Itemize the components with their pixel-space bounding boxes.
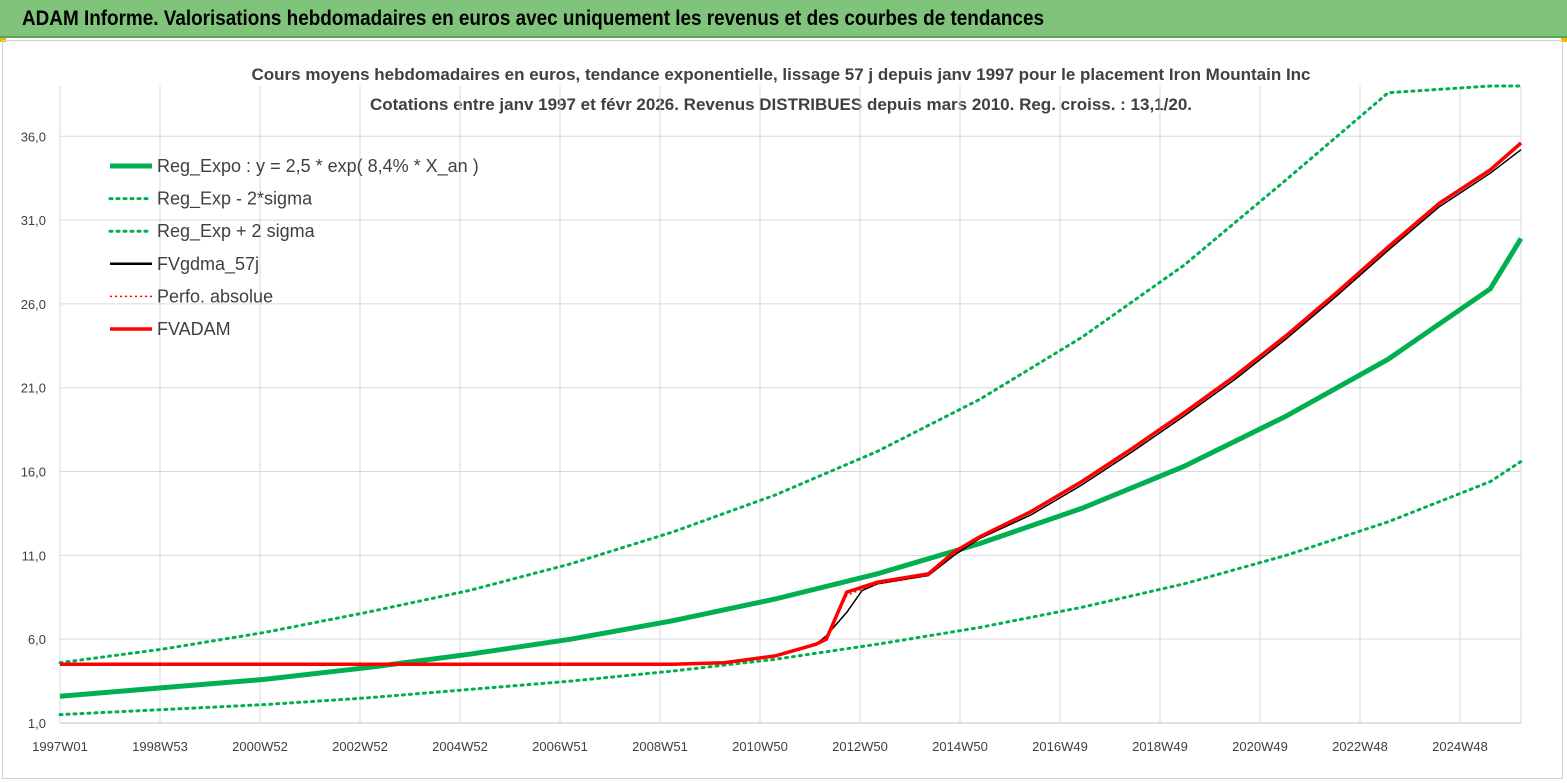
y-axis: 1,0 6,0 11,0 16,0 21,0 26,0 31,0 36,0 <box>21 129 46 731</box>
x-tick-label: 2012W50 <box>832 739 888 754</box>
y-tick-label: 16,0 <box>21 465 46 480</box>
chart-frame <box>2 40 1563 779</box>
chart-subtitle: Cotations entre janv 1997 et févr 2026. … <box>370 95 1192 114</box>
legend-label: Reg_Exp - 2*sigma <box>157 189 313 210</box>
grid <box>59 86 1522 724</box>
x-tick-label: 2006W51 <box>532 739 588 754</box>
series-line-0 <box>59 237 1524 699</box>
y-tick-label: 36,0 <box>21 129 46 144</box>
x-tick-label: 2016W49 <box>1032 739 1088 754</box>
y-tick-label: 26,0 <box>21 297 46 312</box>
x-tick-label: 2008W51 <box>632 739 688 754</box>
series-line-5 <box>60 141 1523 667</box>
x-tick-label: 2002W52 <box>332 739 388 754</box>
y-tick-label: 1,0 <box>28 716 46 731</box>
y-tick-label: 6,0 <box>28 632 46 647</box>
legend: Reg_Expo : y = 2,5 * exp( 8,4% * X_an ) R… <box>108 156 479 339</box>
x-axis: 1997W01 1998W53 2000W52 2002W52 2004W52 2006W… <box>32 722 1521 754</box>
series-line-1 <box>58 460 1523 717</box>
series-group <box>58 84 1524 717</box>
x-tick-label: 1997W01 <box>32 739 88 754</box>
x-tick-label: 2010W50 <box>732 739 788 754</box>
y-tick-label: 31,0 <box>21 213 46 228</box>
x-tick-label: 2014W50 <box>932 739 988 754</box>
y-tick-label: 11,0 <box>22 548 46 563</box>
legend-label: Reg_Expo : y = 2,5 * exp( 8,4% * X_an ) <box>157 156 479 177</box>
chart-title: Cours moyens hebdomadaires en euros, ten… <box>251 65 1310 84</box>
series-line-2 <box>58 84 1523 665</box>
x-tick-label: 2000W52 <box>232 739 288 754</box>
x-tick-label: 2024W48 <box>1432 739 1488 754</box>
corner-marker <box>1561 38 1567 42</box>
report-title: ADAM Informe. Valorisations hebdomadaire… <box>22 7 1044 30</box>
x-tick-label: 1998W53 <box>132 739 188 754</box>
legend-label: Perfo. absolue <box>157 286 273 306</box>
x-tick-label: 2020W49 <box>1232 739 1288 754</box>
report-banner: ADAM Informe. Valorisations hebdomadaire… <box>0 0 1567 38</box>
legend-label: FVADAM <box>157 319 231 339</box>
y-tick-label: 21,0 <box>21 381 46 396</box>
legend-label: FVgdma_57j <box>157 254 259 275</box>
x-tick-label: 2004W52 <box>432 739 488 754</box>
legend-label: Reg_Exp + 2 sigma <box>157 221 316 242</box>
x-tick-label: 2022W48 <box>1332 739 1388 754</box>
x-tick-label: 2018W49 <box>1132 739 1188 754</box>
